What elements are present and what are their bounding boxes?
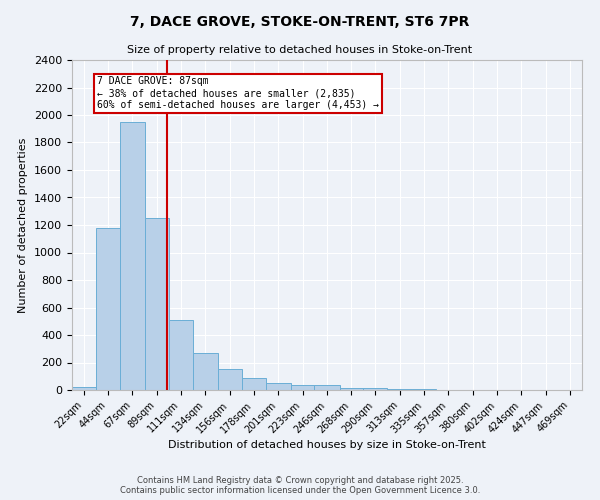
- Text: Contains HM Land Registry data © Crown copyright and database right 2025.: Contains HM Land Registry data © Crown c…: [137, 476, 463, 485]
- Bar: [72, 386, 96, 390]
- Text: Contains public sector information licensed under the Open Government Licence 3.: Contains public sector information licen…: [120, 486, 480, 495]
- Bar: [193, 353, 218, 390]
- Bar: [314, 385, 340, 390]
- Bar: [340, 388, 364, 390]
- Bar: [169, 320, 193, 390]
- Text: Size of property relative to detached houses in Stoke-on-Trent: Size of property relative to detached ho…: [127, 45, 473, 55]
- Bar: [96, 228, 120, 390]
- Bar: [364, 388, 388, 390]
- Bar: [120, 122, 145, 390]
- Text: 7, DACE GROVE, STOKE-ON-TRENT, ST6 7PR: 7, DACE GROVE, STOKE-ON-TRENT, ST6 7PR: [130, 15, 470, 29]
- Bar: [290, 385, 314, 390]
- Bar: [242, 378, 266, 390]
- Bar: [266, 383, 290, 390]
- Bar: [218, 368, 242, 390]
- Y-axis label: Number of detached properties: Number of detached properties: [19, 138, 28, 312]
- Text: 7 DACE GROVE: 87sqm
← 38% of detached houses are smaller (2,835)
60% of semi-det: 7 DACE GROVE: 87sqm ← 38% of detached ho…: [97, 76, 379, 110]
- Bar: [145, 218, 169, 390]
- X-axis label: Distribution of detached houses by size in Stoke-on-Trent: Distribution of detached houses by size …: [168, 440, 486, 450]
